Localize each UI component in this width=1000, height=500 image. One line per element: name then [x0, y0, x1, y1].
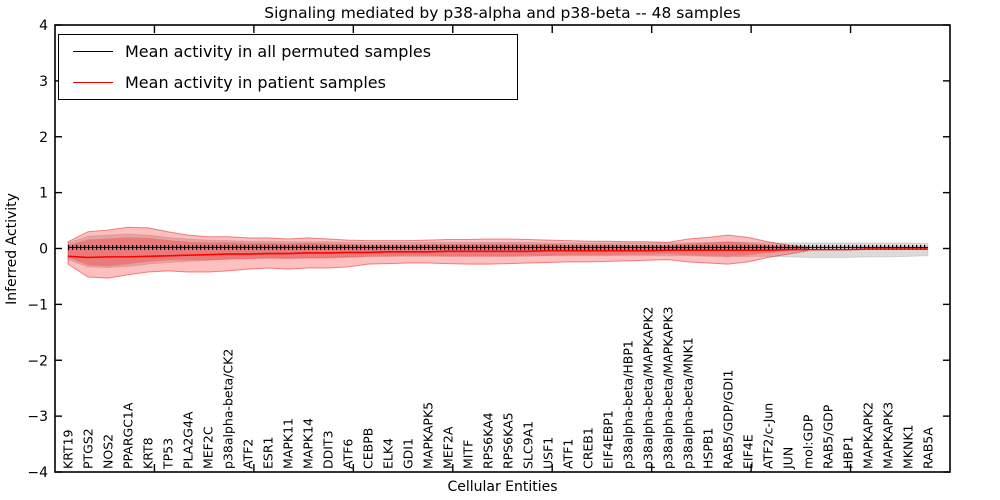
entity-tick-label: ATF6: [341, 439, 356, 469]
entity-tick-label: p38alpha-beta/CK2: [221, 349, 236, 469]
entity-tick-label: CEBPB: [361, 428, 376, 469]
entity-tick-label: HBP1: [841, 436, 856, 469]
y-tick-label: 3: [39, 74, 48, 90]
entity-tick-label: PPARGC1A: [121, 402, 136, 469]
entity-tick-label: NOS2: [101, 434, 116, 469]
entity-tick-label: JUN: [781, 447, 796, 470]
entity-tick-label: p38alpha-beta/HBP1: [621, 340, 636, 469]
legend-item-patient: Mean activity in patient samples: [59, 68, 517, 98]
legend-label-patient: Mean activity in patient samples: [125, 73, 386, 93]
y-tick-label: −2: [27, 353, 48, 369]
entity-tick-label: PTGS2: [81, 428, 96, 469]
entity-tick-label: MAPK14: [301, 418, 316, 469]
entity-tick-label: MKNK1: [901, 425, 916, 469]
entity-tick-label: USF1: [541, 437, 556, 469]
entity-tick-label: KRT19: [61, 429, 76, 469]
entity-tick-label: mol:GDP: [801, 414, 816, 469]
entity-tick-label: MAPKAPK5: [421, 402, 436, 469]
legend-label-permuted: Mean activity in all permuted samples: [125, 41, 432, 61]
y-tick-label: −4: [27, 465, 48, 481]
entity-tick-label: MAPK11: [281, 418, 296, 469]
entity-tick-label: MEF2C: [201, 426, 216, 469]
entity-tick-label: RAB5/GDP/GDI1: [721, 370, 736, 469]
entity-tick-label: EIF4E: [741, 434, 756, 469]
y-tick-label: 1: [39, 186, 48, 202]
entity-tick-label: MITF: [461, 440, 476, 469]
legend-item-permuted: Mean activity in all permuted samples: [59, 36, 517, 66]
entity-tick-label: ATF2/c-Jun: [761, 403, 776, 469]
entity-tick-label: PLA2G4A: [181, 411, 196, 469]
entity-tick-label: p38alpha-beta/MNK1: [681, 337, 696, 469]
permuted-line-swatch: [73, 50, 113, 52]
y-tick-label: 0: [39, 242, 48, 258]
y-tick-label: 2: [39, 130, 48, 146]
entity-tick-label: MAPKAPK2: [861, 402, 876, 469]
entity-tick-label: DDIT3: [321, 430, 336, 469]
entity-tick-label: RAB5/GDP: [821, 404, 836, 469]
entity-tick-label: ESR1: [261, 437, 276, 469]
entity-tick-label: p38alpha-beta/MAPKAPK2: [641, 307, 656, 470]
entity-tick-label: CREB1: [581, 427, 596, 469]
entity-tick-label: SLC9A1: [521, 421, 536, 469]
entity-tick-label: ATF2: [241, 439, 256, 469]
patient-mean-line: [67, 248, 928, 259]
legend-box: Mean activity in all permuted samples Me…: [58, 34, 518, 100]
entity-tick-label: HSPB1: [701, 428, 716, 469]
entity-tick-label: KRT8: [141, 437, 156, 469]
entity-tick-label: MAPKAPK3: [881, 402, 896, 469]
x-axis-label: Cellular Entities: [447, 479, 558, 495]
chart-title: Signaling mediated by p38-alpha and p38-…: [264, 4, 741, 22]
patient-line-swatch: [73, 82, 113, 84]
entity-tick-label: ELK4: [381, 438, 396, 469]
entity-tick-label: RAB5A: [921, 427, 936, 469]
patient-outer-band: [67, 226, 809, 279]
entity-tick-label: RPS6KA5: [501, 412, 516, 469]
entity-tick-label: ATF1: [561, 439, 576, 469]
y-tick-label: −1: [27, 297, 48, 313]
entity-tick-label: RPS6KA4: [481, 412, 496, 469]
entity-tick-label: GDI1: [401, 438, 416, 469]
y-tick-label: −3: [27, 409, 48, 425]
y-tick-label: 4: [39, 18, 48, 34]
entity-tick-label: TP53: [161, 438, 176, 470]
entity-tick-label: p38alpha-beta/MAPKAPK3: [661, 307, 676, 470]
entity-tick-label: EIF4EBP1: [601, 410, 616, 469]
y-axis-label: Inferred Activity: [4, 193, 20, 305]
entity-tick-label: MEF2A: [441, 426, 456, 469]
